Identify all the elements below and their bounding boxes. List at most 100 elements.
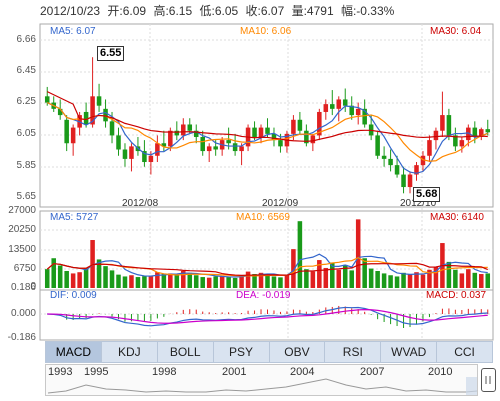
candle-body bbox=[304, 130, 309, 144]
volume-bar bbox=[57, 265, 63, 288]
volume-bar bbox=[70, 273, 76, 288]
candle-body bbox=[83, 111, 89, 125]
volume-bar bbox=[135, 277, 141, 288]
volume-bar bbox=[284, 274, 290, 288]
volume-bar bbox=[239, 276, 244, 288]
volume-bar bbox=[122, 276, 128, 288]
candle-body bbox=[472, 127, 478, 137]
candle-body bbox=[226, 140, 231, 144]
tab-rsi[interactable]: RSI bbox=[325, 342, 382, 362]
tab-macd[interactable]: MACD bbox=[46, 342, 102, 362]
candle-body bbox=[168, 130, 173, 147]
volume-bar bbox=[252, 274, 257, 288]
volume-ma5-line bbox=[46, 253, 488, 278]
candle-body bbox=[181, 124, 186, 136]
price-ma30-label: MA30: 6.04 bbox=[430, 26, 482, 37]
volume-ma30-line bbox=[46, 262, 488, 276]
volume-bar bbox=[219, 275, 225, 288]
volume-bar bbox=[414, 272, 419, 288]
candle-body bbox=[349, 105, 354, 116]
candle-body bbox=[200, 136, 205, 152]
quote-header: 2012/10/23 开:6.09 高:6.15 低:6.05 收:6.07 量… bbox=[40, 2, 398, 19]
candle-body bbox=[401, 174, 406, 188]
volume-bar bbox=[265, 275, 270, 288]
candle-body bbox=[96, 96, 102, 106]
macd-dea-line bbox=[47, 309, 488, 324]
indicator-tabs: MACD KDJ BOLL PSY OBV RSI WVAD CCI bbox=[45, 341, 493, 363]
price-tick: 5.65 bbox=[16, 191, 36, 202]
price-ma5-label: MA5: 6.07 bbox=[50, 26, 96, 37]
volume-tick: 13500 bbox=[8, 244, 36, 255]
quote-close: 收:6.07 bbox=[245, 4, 285, 18]
timeline-year: 2004 bbox=[290, 366, 315, 378]
candle-body bbox=[342, 99, 348, 106]
date-tick: 2012/08 bbox=[122, 198, 159, 209]
candle-body bbox=[70, 127, 76, 144]
tab-boll[interactable]: BOLL bbox=[158, 342, 214, 362]
timeline-drag-handle[interactable] bbox=[481, 368, 496, 392]
candle-body bbox=[330, 104, 335, 109]
volume-bar bbox=[193, 275, 199, 288]
panel-frame bbox=[39, 23, 494, 208]
timeline-year: 2001 bbox=[222, 366, 247, 378]
macd-value-label: MACD: 0.037 bbox=[426, 290, 487, 301]
volume-bar bbox=[304, 269, 309, 288]
volume-bar bbox=[90, 240, 95, 288]
candle-body bbox=[148, 155, 154, 163]
volume-bar bbox=[77, 272, 82, 288]
volume-bar bbox=[342, 264, 348, 288]
macd-tick: 0.000 bbox=[10, 308, 36, 319]
macd-dif-line bbox=[47, 306, 488, 327]
tab-wvad[interactable]: WVAD bbox=[381, 342, 438, 362]
timeline-year: 2010 bbox=[428, 366, 453, 378]
tab-kdj[interactable]: KDJ bbox=[102, 342, 158, 362]
volume-bar bbox=[64, 270, 69, 288]
timeline-sparkline bbox=[47, 377, 478, 395]
volume-bar bbox=[155, 272, 160, 288]
volume-bar bbox=[44, 269, 50, 288]
volume-bar bbox=[485, 273, 491, 288]
volume-bar bbox=[116, 274, 121, 288]
macd-tick: -0.186 bbox=[7, 332, 36, 343]
volume-tick: 20250 bbox=[8, 224, 36, 235]
candle-body bbox=[116, 135, 121, 150]
volume-bar bbox=[427, 269, 432, 288]
low-price-callout: 5.68 bbox=[413, 187, 441, 202]
volume-bar bbox=[181, 270, 186, 288]
macd-dif-label: DIF: 0.009 bbox=[50, 290, 97, 301]
candle-body bbox=[64, 119, 69, 144]
volume-bar bbox=[297, 221, 303, 288]
history-timeline[interactable]: 1993 1995 1998 2001 2004 2007 2010 bbox=[45, 364, 478, 396]
price-ma30-line bbox=[46, 91, 488, 142]
price-tick: 5.85 bbox=[16, 160, 36, 171]
volume-bar bbox=[479, 274, 484, 288]
price-ma10-label: MA10: 6.06 bbox=[240, 26, 292, 37]
candle-body bbox=[459, 140, 465, 147]
candle-body bbox=[239, 146, 244, 152]
volume-bar bbox=[388, 275, 393, 288]
candle-body bbox=[388, 158, 393, 166]
price-tick: 6.25 bbox=[16, 96, 36, 107]
volume-bar bbox=[83, 267, 89, 288]
volume-bar bbox=[349, 270, 354, 288]
volume-bar bbox=[401, 272, 406, 288]
price-tick: 6.05 bbox=[16, 128, 36, 139]
volume-bar bbox=[129, 275, 134, 288]
volume-bar bbox=[258, 272, 264, 288]
candle-body bbox=[161, 143, 167, 147]
tab-obv[interactable]: OBV bbox=[270, 342, 326, 362]
tab-cci[interactable]: CCI bbox=[454, 345, 475, 359]
candle-body bbox=[291, 119, 296, 134]
volume-bar bbox=[472, 272, 478, 288]
tab-psy[interactable]: PSY bbox=[214, 342, 270, 362]
volume-bar bbox=[187, 272, 193, 288]
candle-body bbox=[446, 115, 452, 136]
volume-bar bbox=[109, 270, 115, 288]
candle-body bbox=[129, 146, 134, 159]
candle-body bbox=[252, 127, 257, 137]
price-tick: 6.45 bbox=[16, 65, 36, 76]
price-ma10-line bbox=[46, 102, 488, 162]
volume-bar bbox=[206, 277, 212, 288]
candle-body bbox=[297, 119, 303, 131]
